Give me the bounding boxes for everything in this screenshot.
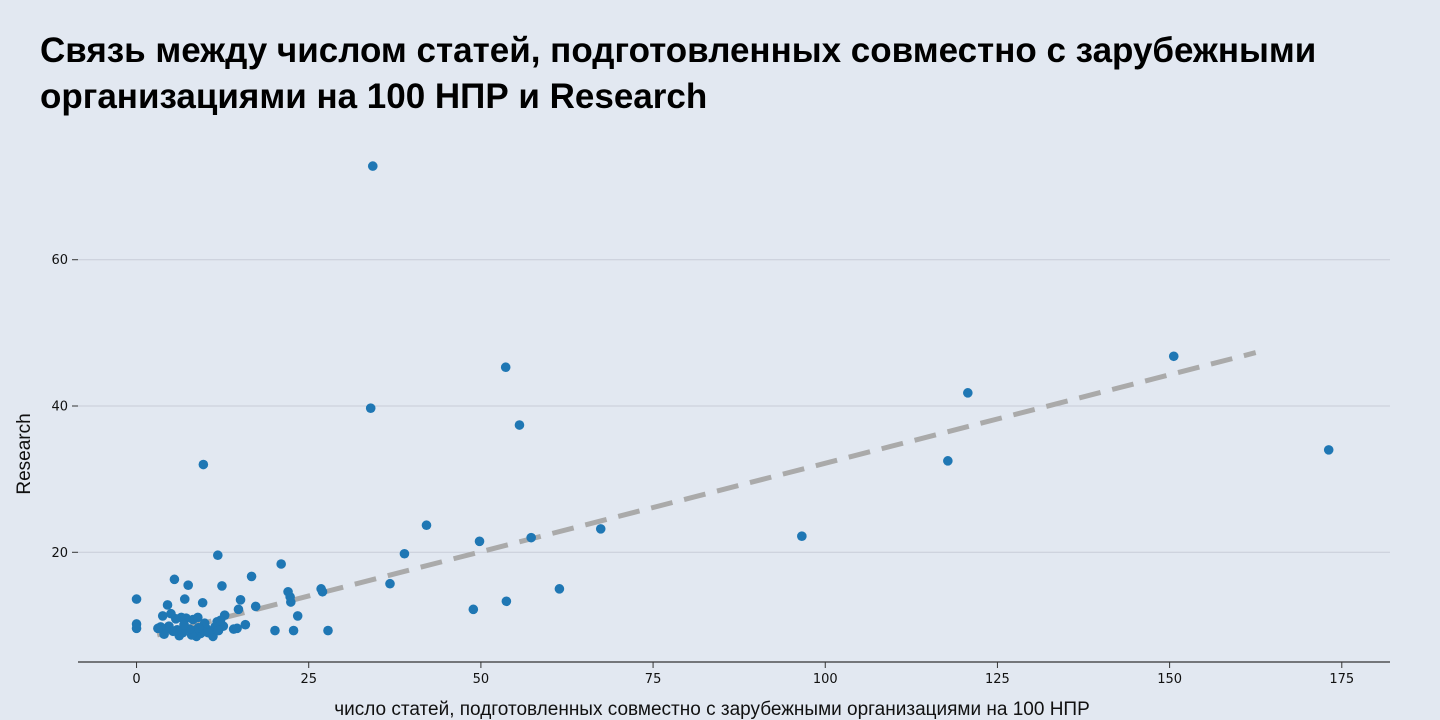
data-point (169, 574, 180, 585)
data-point (554, 584, 565, 594)
y-tick-label: 60 (51, 253, 68, 268)
data-point (323, 625, 333, 636)
data-point (514, 420, 525, 430)
data-point (233, 604, 244, 615)
data-point (270, 625, 280, 636)
trend-layer (156, 350, 1257, 638)
data-point (235, 595, 246, 605)
data-point (215, 615, 226, 626)
x-axis-label: число статей, подготовленных совместно с… (334, 699, 1090, 720)
data-point (501, 596, 512, 607)
data-point (193, 612, 203, 623)
grid-layer (78, 259, 1390, 553)
data-point (162, 600, 173, 610)
data-point (292, 611, 303, 621)
chart-title: Связь между числом статей, подготовленны… (40, 31, 1317, 116)
data-point (131, 594, 142, 604)
data-point (943, 456, 953, 466)
data-point (283, 586, 293, 597)
data-point (963, 388, 973, 398)
data-point (159, 629, 169, 640)
x-tick-label: 0 (132, 672, 140, 687)
data-point (288, 625, 299, 636)
data-point (500, 362, 511, 373)
data-point (1168, 351, 1179, 362)
data-point (157, 611, 168, 621)
x-tick-label: 50 (473, 672, 490, 687)
data-point (240, 619, 251, 630)
y-tick-label: 40 (51, 400, 68, 415)
data-point (131, 623, 142, 634)
data-point (213, 625, 224, 636)
x-tick-label: 25 (300, 672, 317, 687)
data-point (250, 601, 261, 612)
data-point (246, 571, 257, 582)
data-point (183, 580, 193, 590)
data-point (203, 627, 213, 638)
data-point (365, 403, 376, 413)
data-point (197, 597, 208, 608)
data-point (468, 604, 479, 615)
data-point (153, 623, 163, 634)
x-tick-label: 175 (1329, 672, 1354, 687)
data-point (316, 584, 326, 594)
data-point (421, 520, 432, 531)
points-layer (131, 161, 1334, 642)
axis-layer: 20 40 60 0 25 50 75 100 125 150 175 (51, 253, 1390, 687)
data-point (232, 623, 242, 634)
data-point (276, 559, 286, 569)
x-tick-label: 125 (985, 672, 1010, 687)
trend-line (156, 350, 1257, 638)
x-tick-label: 100 (813, 672, 838, 687)
data-point (385, 578, 395, 589)
data-point (367, 161, 378, 171)
y-tick-label: 20 (51, 546, 68, 561)
data-point (166, 608, 176, 619)
data-point (179, 594, 190, 604)
data-point (213, 550, 223, 561)
x-tick-label: 150 (1157, 672, 1182, 687)
data-point (198, 459, 209, 470)
y-axis-label: Research (14, 413, 35, 494)
data-point (1323, 445, 1334, 455)
data-point (179, 619, 189, 630)
data-point (217, 581, 227, 591)
data-point (474, 536, 485, 547)
x-tick-label: 75 (645, 672, 662, 687)
data-point (526, 532, 536, 543)
data-point (797, 531, 807, 541)
data-point (595, 524, 606, 534)
data-point (399, 548, 410, 559)
